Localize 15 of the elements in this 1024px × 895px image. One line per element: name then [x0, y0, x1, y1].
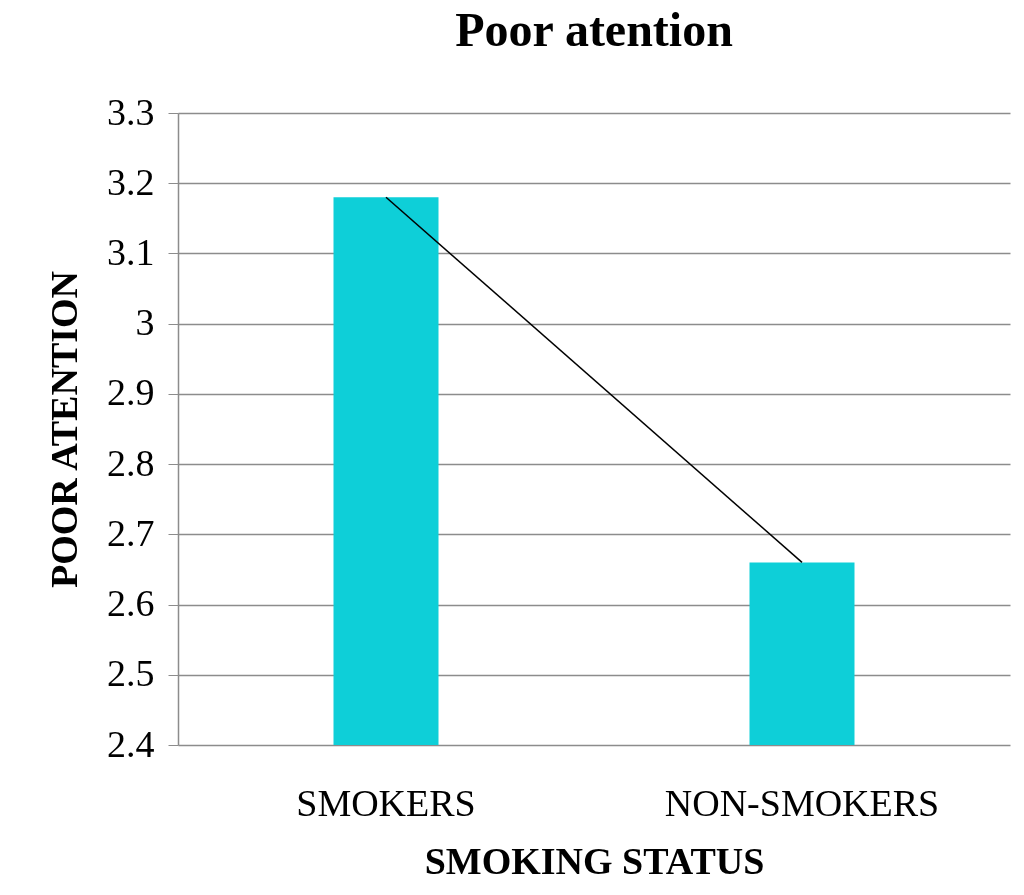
y-tick-label: 2.6 — [107, 582, 155, 625]
chart-title: Poor atention — [455, 3, 733, 56]
x-axis-title: SMOKING STATUS — [424, 839, 765, 882]
y-tick-label: 3.3 — [107, 90, 155, 133]
y-tick-label: 3.1 — [107, 230, 155, 273]
y-tick-label: 2.9 — [107, 371, 155, 414]
x-tick-label: NON-SMOKERS — [664, 781, 940, 824]
y-tick-label: 3 — [135, 301, 155, 344]
y-tick-label: 2.8 — [107, 441, 155, 484]
y-axis-title: POOR ATENTION — [43, 270, 85, 589]
x-tick-label: SMOKERS — [296, 781, 476, 824]
y-tick-label: 2.7 — [107, 511, 155, 554]
y-tick-label: 2.5 — [107, 652, 155, 695]
y-tick-label: 3.2 — [107, 160, 155, 203]
y-tick-label: 2.4 — [107, 722, 155, 765]
